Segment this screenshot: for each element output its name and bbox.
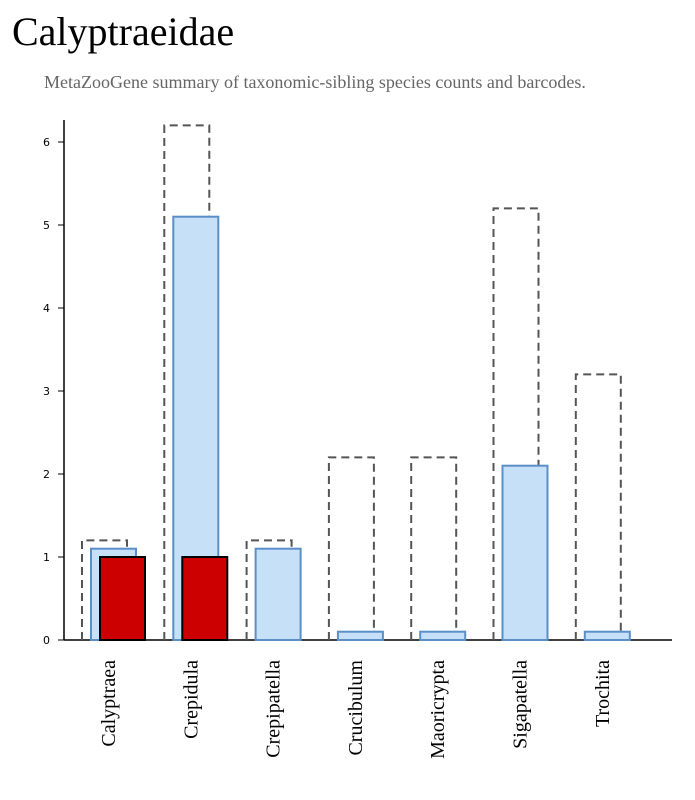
chart-title: Calyptraeidae (12, 9, 235, 54)
y-tick-label: 4 (43, 302, 50, 315)
y-tick-label: 5 (43, 219, 50, 232)
blue-bar (583, 630, 631, 642)
outline-bar (410, 456, 458, 640)
blue-bar (419, 630, 467, 642)
y-tick-label: 3 (43, 385, 50, 398)
y-tick-label: 1 (43, 551, 50, 564)
y-axis: 0 1 2 3 4 5 6 (43, 120, 65, 647)
blue-bar (336, 630, 384, 642)
x-tick-label: Sigapatella (510, 660, 532, 749)
red-bars (99, 556, 229, 641)
outline-bar (163, 124, 211, 640)
y-tick-label: 6 (43, 136, 50, 149)
red-bar (99, 556, 146, 641)
outline-bar (492, 207, 540, 640)
outline-bar (574, 373, 622, 640)
red-bar (181, 556, 229, 641)
x-tick-label: Maoricrypta (427, 660, 449, 759)
outline-bar (327, 456, 375, 640)
x-tick-label: Trochita (592, 660, 614, 727)
outline-bar (81, 539, 128, 640)
blue-bar (254, 547, 302, 642)
x-tick-label: Crepipatella (263, 660, 285, 758)
chart-subtitle: MetaZooGene summary of taxonomic-sibling… (44, 72, 586, 92)
y-tick-label: 0 (43, 634, 50, 647)
outline-bar (245, 539, 293, 640)
x-tick-label: Crepidula (180, 660, 202, 739)
x-tick-label: Crucibulum (345, 660, 367, 756)
x-tick-label: Calyptraea (98, 660, 120, 747)
blue-bars (90, 215, 631, 642)
blue-bar (501, 464, 549, 642)
outline-bars (81, 124, 622, 640)
category-labels: Calyptraea Crepidula Crepipatella Crucibulu… (98, 660, 614, 759)
y-tick-label: 2 (43, 468, 50, 481)
